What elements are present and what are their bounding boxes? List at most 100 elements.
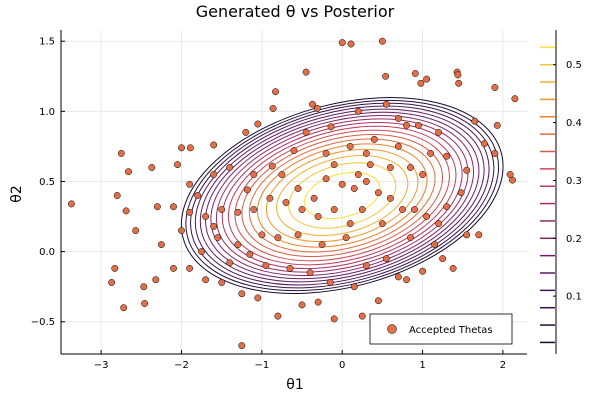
data-point xyxy=(455,79,463,87)
data-point xyxy=(262,262,270,270)
data-point xyxy=(439,255,447,263)
data-point xyxy=(108,279,116,286)
data-point xyxy=(258,231,266,239)
data-point xyxy=(238,342,246,350)
data-point xyxy=(318,241,326,249)
data-point xyxy=(358,206,366,213)
data-point xyxy=(266,194,274,202)
legend-label: Accepted Thetas xyxy=(409,325,493,336)
data-point xyxy=(194,192,202,199)
colorbar-tick-label: 0.3 xyxy=(566,176,582,187)
data-point xyxy=(378,220,386,228)
data-point xyxy=(338,180,346,188)
data-point xyxy=(435,128,443,136)
contour-level xyxy=(276,154,409,237)
x-tick-label: 0 xyxy=(339,360,345,371)
data-point xyxy=(330,206,338,213)
data-point xyxy=(202,213,210,220)
data-point xyxy=(186,264,194,272)
data-point xyxy=(286,264,294,272)
grid xyxy=(61,30,527,354)
data-point xyxy=(346,220,354,228)
data-point xyxy=(234,208,242,216)
legend-marker xyxy=(387,324,397,334)
data-point xyxy=(254,294,262,302)
data-point xyxy=(141,300,149,307)
data-point xyxy=(170,264,177,272)
data-point xyxy=(350,185,358,192)
data-point xyxy=(111,264,119,272)
data-point xyxy=(282,199,290,206)
data-point xyxy=(302,68,310,76)
data-point xyxy=(226,259,234,267)
data-point xyxy=(186,180,194,188)
contour-level xyxy=(227,125,457,266)
data-point xyxy=(423,213,431,220)
data-point xyxy=(509,176,516,184)
data-point xyxy=(511,95,519,103)
data-point xyxy=(475,231,483,239)
data-point xyxy=(431,241,439,249)
data-point xyxy=(313,105,321,112)
y-tick-label: 1.0 xyxy=(39,107,55,118)
data-point xyxy=(403,121,410,129)
data-point xyxy=(120,304,128,312)
data-point xyxy=(423,75,431,83)
data-point xyxy=(366,161,374,169)
data-point xyxy=(374,297,382,305)
data-point xyxy=(386,194,394,202)
data-point xyxy=(250,171,258,178)
data-point xyxy=(394,273,402,281)
data-point xyxy=(210,141,218,149)
data-point xyxy=(298,206,306,213)
data-point xyxy=(214,234,222,242)
colorbar: 0.1 0.2 0.3 0.4 0.5 xyxy=(540,30,582,354)
colorbar-tick-label: 0.1 xyxy=(566,292,582,303)
data-point xyxy=(202,276,210,284)
data-point xyxy=(350,283,358,291)
x-tick-label: 2 xyxy=(500,360,506,371)
data-point xyxy=(278,171,286,178)
y-tick-label: 0.0 xyxy=(39,247,55,258)
data-point xyxy=(122,207,130,215)
data-point xyxy=(113,192,121,199)
x-tick-label: 1 xyxy=(419,360,425,371)
data-point xyxy=(347,40,355,48)
data-point xyxy=(394,114,402,122)
contour-level xyxy=(204,111,480,280)
data-point xyxy=(210,171,218,178)
data-point xyxy=(309,100,316,108)
data-point xyxy=(403,276,410,284)
scatter-points xyxy=(67,37,519,350)
data-point xyxy=(294,185,302,192)
data-point xyxy=(186,144,194,152)
data-point xyxy=(218,206,226,213)
y-axis-label: θ2 xyxy=(9,185,25,202)
y-tick-label: 1.5 xyxy=(39,37,55,48)
data-point xyxy=(362,262,370,270)
data-point xyxy=(274,312,282,320)
data-point xyxy=(417,79,425,87)
data-point xyxy=(435,220,443,228)
data-point xyxy=(419,267,427,275)
data-point xyxy=(480,140,488,148)
data-point xyxy=(290,147,298,155)
data-point xyxy=(382,100,390,108)
data-point xyxy=(471,117,479,125)
data-point xyxy=(242,128,250,136)
data-point xyxy=(415,121,422,129)
data-point xyxy=(386,164,394,171)
data-point xyxy=(457,189,465,197)
x-tick-label: −1 xyxy=(254,360,269,371)
data-point xyxy=(342,234,350,242)
data-point xyxy=(238,290,246,298)
data-point xyxy=(250,206,258,213)
data-point xyxy=(272,88,279,96)
data-point xyxy=(327,123,335,131)
data-point xyxy=(378,37,386,45)
data-point xyxy=(427,149,435,157)
data-point xyxy=(407,234,414,242)
x-tick-label: −3 xyxy=(94,360,109,371)
data-point xyxy=(178,227,185,235)
